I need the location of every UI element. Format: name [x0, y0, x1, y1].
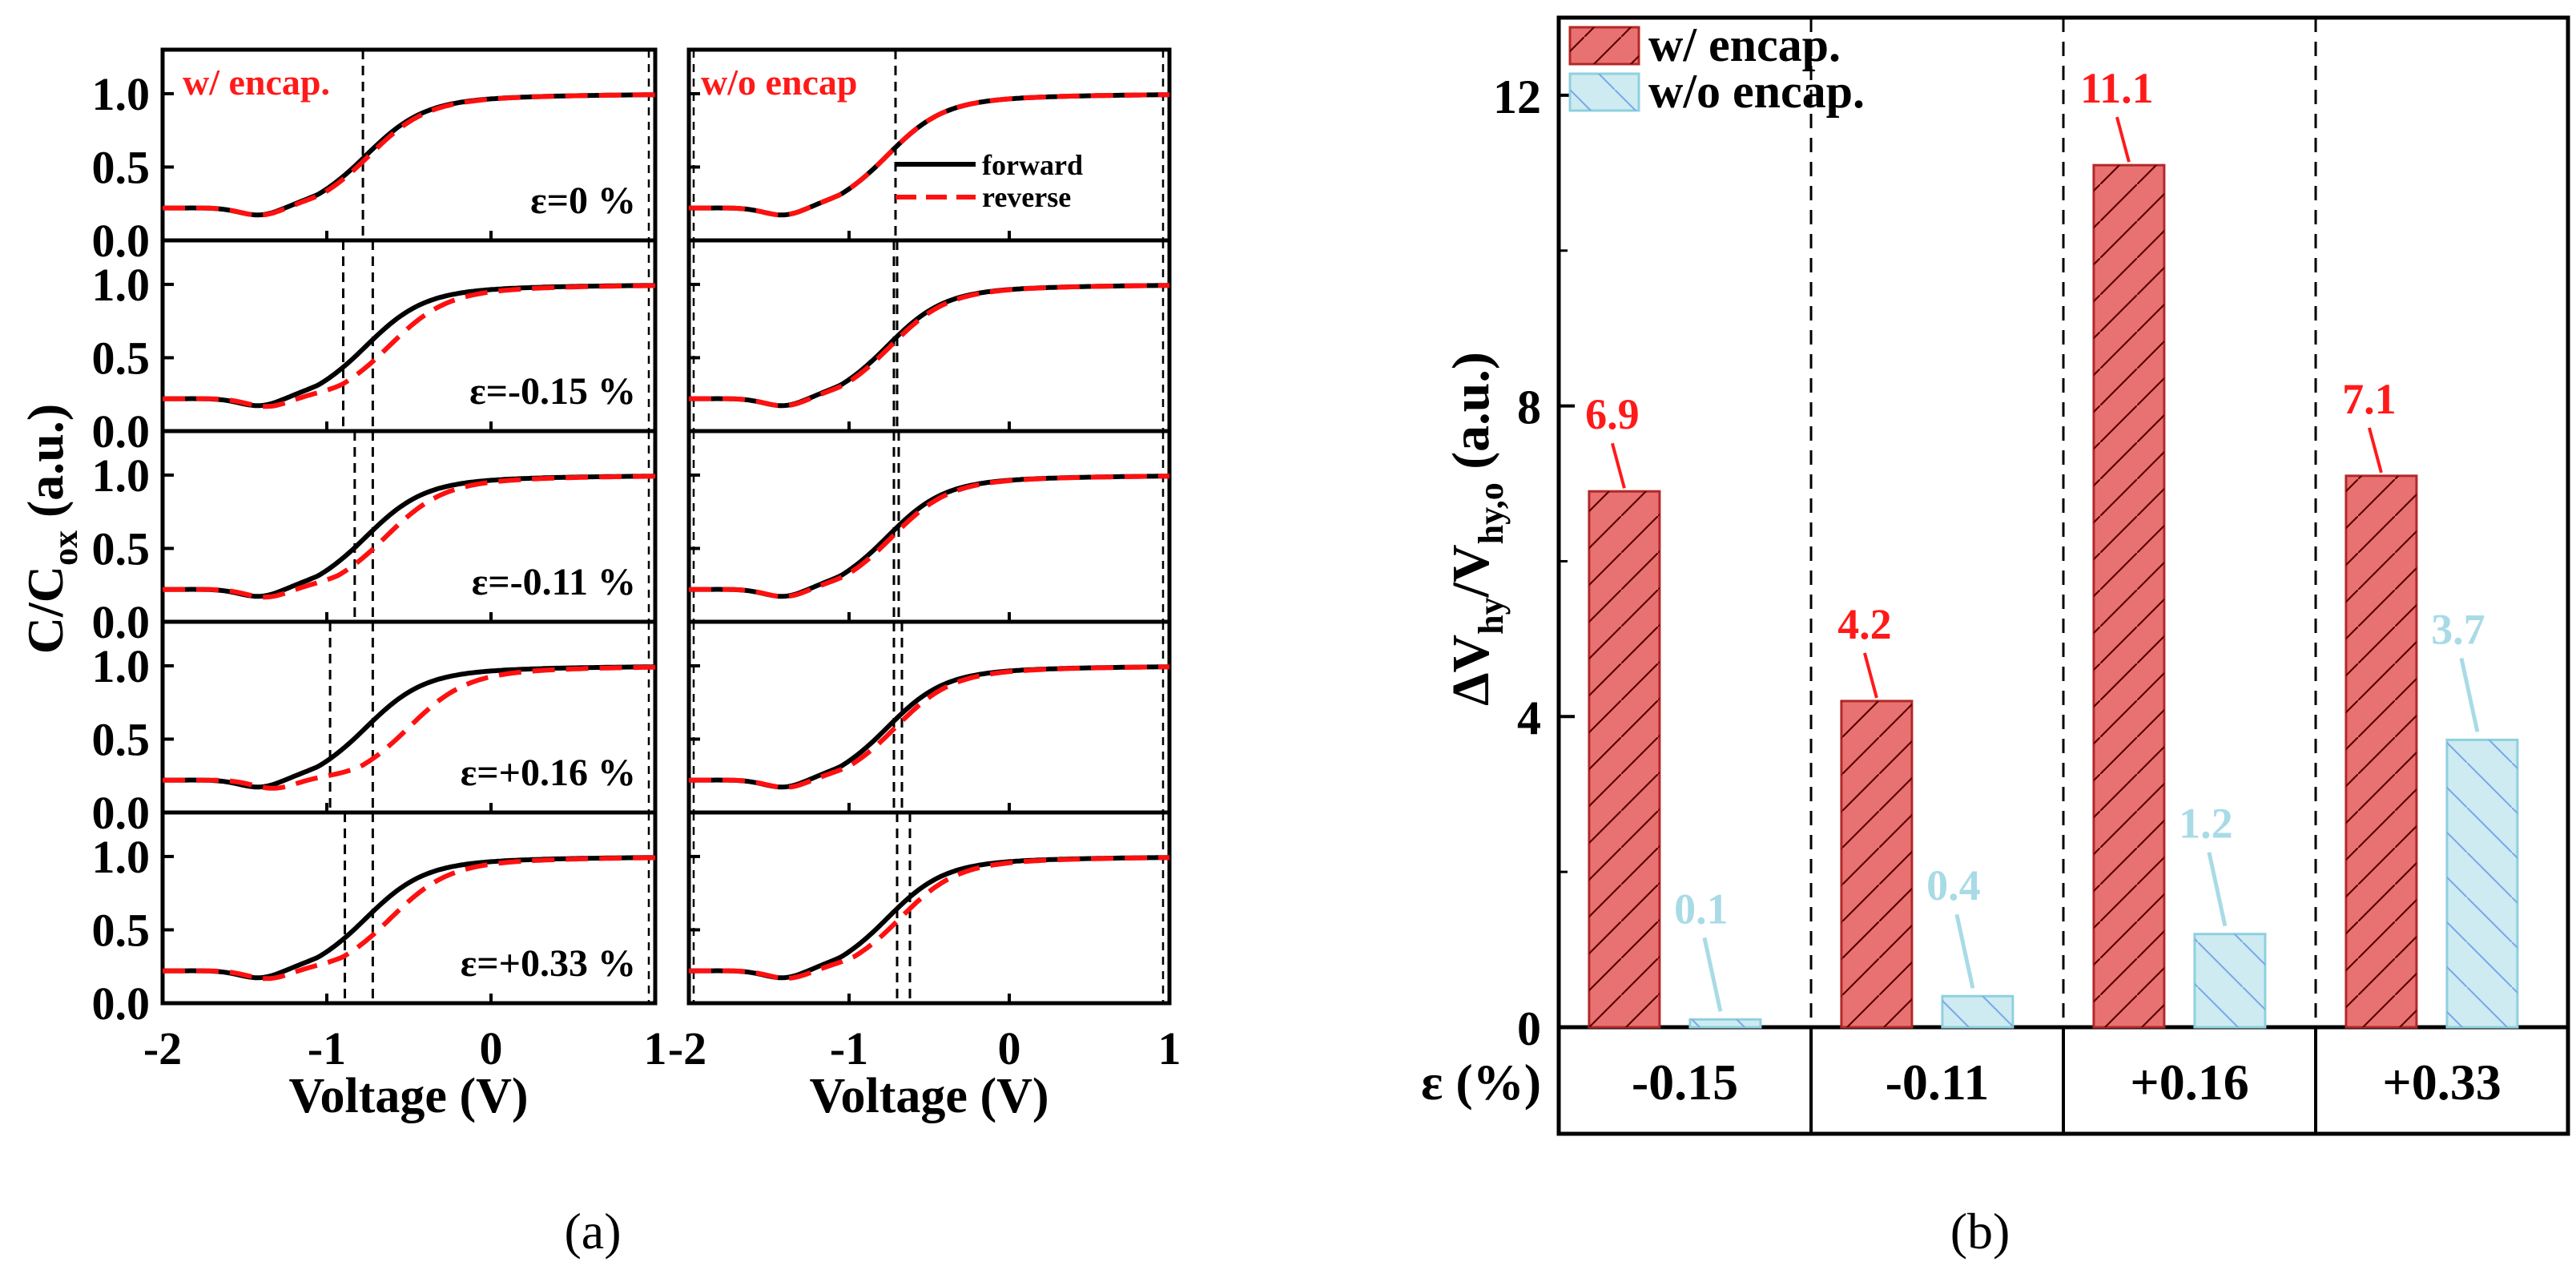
legend-forward-label: forward: [982, 149, 1083, 181]
value-leader-noencap-1: [1954, 913, 1975, 989]
value-label-noencap-1: 0.4: [1926, 861, 1981, 909]
value-label-noencap-2: 1.2: [2179, 800, 2233, 848]
reverse-curve-row3-noencap: [689, 664, 1169, 790]
forward-curve-row4-noencap: [689, 855, 1169, 981]
caption-a: (a): [564, 1203, 621, 1260]
ytick-label-0: 0: [1517, 1002, 1541, 1055]
reverse-curve-row1-noencap: [688, 283, 1169, 409]
strain-label-row2: ε=-0.11 %: [472, 561, 636, 603]
xlabel: ε (%): [1421, 1054, 1541, 1111]
forward-curve-row2-noencap: [689, 474, 1169, 599]
legend-reverse-label: reverse: [982, 181, 1071, 213]
bar-hatch-noencap-3: [2446, 740, 2518, 1027]
value-label-noencap-0: 0.1: [1674, 885, 1729, 933]
ytick-label-3: 12: [1493, 71, 1541, 123]
legend-swatch-hatch-1: [1570, 74, 1639, 111]
xlabel-left: Voltage (V): [288, 1069, 528, 1123]
bar-hatch-noencap-0: [1689, 1019, 1761, 1027]
legend-swatch-hatch-0: [1570, 27, 1639, 64]
ytick-label-row2-2: 1.0: [92, 450, 151, 502]
xtick-label-left-3: 1: [644, 1022, 667, 1074]
panel-a-cv-curves: 0.0 0.5 1.0 ε=0 % 0.0 0.5 1.0 ε=-0.15 % 0.0 0.5 1.…: [17, 47, 1181, 1123]
category-label-2: +0.16: [2130, 1054, 2248, 1111]
ytick-label-row2-0: 0.0: [92, 596, 151, 648]
ytick-label-row4-0: 0.0: [92, 978, 151, 1030]
value-label-encap-1: 4.2: [1837, 600, 1892, 648]
reverse-curve-row1-encap: [163, 283, 656, 409]
xtick-label-left-0: -2: [143, 1022, 182, 1074]
forward-curve-row1-noencap: [689, 283, 1169, 409]
column-title-encap: w/ encap.: [183, 62, 330, 103]
reverse-curve-row3-encap: [163, 664, 656, 791]
value-leader-encap-1: [1862, 652, 1878, 699]
xtick-label-right-2: 0: [998, 1022, 1021, 1074]
xtick-label-left-2: 0: [480, 1022, 503, 1074]
bar-hatch-encap-3: [2345, 475, 2417, 1027]
xtick-label-right-1: -1: [830, 1022, 868, 1074]
ytick-label-row1-0: 0.0: [92, 405, 151, 458]
xlabel-right: Voltage (V): [809, 1069, 1049, 1123]
value-leader-noencap-3: [2459, 657, 2480, 732]
value-label-encap-3: 7.1: [2342, 375, 2397, 423]
reverse-curve-row0-encap: [162, 92, 655, 218]
legend-label-1: w/o encap.: [1648, 65, 1865, 118]
value-leader-encap-0: [1610, 442, 1626, 489]
ytick-label-row1-2: 1.0: [92, 259, 151, 311]
strain-label-row1: ε=-0.15 %: [469, 370, 636, 413]
ytick-label-row1-1: 0.5: [92, 332, 151, 384]
frame-row4-encap: [160, 810, 658, 1006]
value-label-noencap-3: 3.7: [2431, 605, 2485, 653]
column-title-noencap: w/o encap: [701, 62, 858, 103]
frame-row4-noencap: [686, 810, 1172, 1006]
forward-curve-row3-noencap: [689, 664, 1169, 790]
ytick-label-row3-2: 1.0: [92, 640, 151, 692]
reverse-curve-row0-noencap: [689, 92, 1169, 218]
xtick-label-right-3: 1: [1158, 1022, 1181, 1074]
ytick-label-row2-1: 0.5: [92, 522, 151, 575]
ytick-label-row4-1: 0.5: [92, 904, 151, 956]
ytick-label-row0-1: 0.5: [92, 141, 151, 193]
value-label-encap-2: 11.1: [2080, 64, 2154, 112]
value-leader-noencap-0: [1702, 937, 1723, 1012]
ytick-label-row0-0: 0.0: [92, 215, 151, 267]
ylabel: C/Cox (a.u.): [17, 404, 85, 654]
legend-label-0: w/ encap.: [1648, 18, 1841, 71]
ytick-label-2: 8: [1517, 381, 1541, 434]
category-label-3: +0.33: [2382, 1054, 2501, 1111]
bar-hatch-noencap-1: [1942, 996, 2013, 1027]
panel-b-bar-chart: 0 4 8 12 -0.15 -0.11 +0.16 +0.33 ε (%) 6.9 4.2 11.1…: [1421, 15, 2570, 1136]
xtick-label-left-1: -1: [308, 1022, 346, 1074]
reverse-curve-row4-noencap: [689, 855, 1170, 981]
reverse-curve-row4-encap: [163, 855, 655, 982]
reverse-curve-row2-noencap: [689, 474, 1170, 599]
value-leader-encap-3: [2367, 427, 2383, 474]
value-label-encap-0: 6.9: [1585, 390, 1640, 438]
ytick-label-1: 4: [1517, 691, 1541, 744]
ytick-label-row0-2: 1.0: [92, 68, 151, 120]
caption-b: (b): [1950, 1203, 2010, 1260]
category-label-1: -0.11: [1886, 1054, 1990, 1111]
ylabel: ΔVhy/Vhy,o (a.u.): [1442, 352, 1511, 706]
value-leader-noencap-2: [2207, 852, 2228, 927]
ytick-label-row3-1: 0.5: [92, 713, 151, 765]
strain-label-row4: ε=+0.33 %: [461, 942, 636, 985]
ytick-label-row4-2: 1.0: [92, 831, 151, 883]
bar-hatch-encap-2: [2093, 165, 2164, 1028]
bar-hatch-noencap-2: [2194, 933, 2265, 1027]
bar-hatch-encap-1: [1841, 700, 1912, 1027]
strain-label-row3: ε=+0.16 %: [461, 752, 636, 794]
value-leader-encap-2: [2115, 116, 2131, 163]
ytick-label-row3-0: 0.0: [92, 787, 151, 839]
category-label-0: -0.15: [1632, 1054, 1738, 1111]
reverse-curve-row2-encap: [163, 474, 655, 600]
xtick-label-right-0: -2: [668, 1022, 706, 1074]
strain-label-row0: ε=0 %: [530, 179, 636, 222]
bar-hatch-encap-0: [1588, 491, 1660, 1027]
